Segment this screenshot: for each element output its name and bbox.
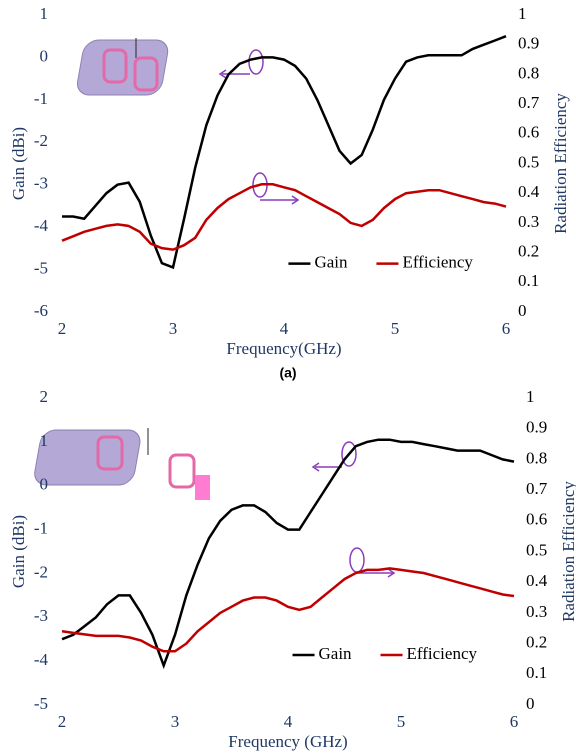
y2-tick-label: 0.9: [526, 418, 547, 437]
legend-label: Efficiency: [407, 644, 478, 663]
y2-tick-label: 0.2: [518, 242, 539, 261]
y2-tick-label: 0.2: [526, 633, 547, 652]
y2-tick-label: 0.1: [526, 663, 547, 682]
y-tick-label: -5: [34, 258, 48, 277]
y2-tick-label: 0.6: [518, 123, 539, 142]
x-tick-label: 3: [171, 712, 180, 731]
y2-axis-label: Radiation Efficiency: [551, 93, 570, 234]
y2-tick-label: 0.1: [518, 271, 539, 290]
x-axis-label: Frequency(GHz): [226, 339, 341, 358]
x-tick-label: 5: [391, 319, 400, 338]
y-tick-label: -5: [34, 694, 48, 713]
x-axis-label: Frequency (GHz): [228, 732, 347, 751]
y2-tick-label: 0.5: [518, 152, 539, 171]
y-tick-label: -4: [34, 650, 49, 669]
series-line: [62, 568, 514, 651]
x-tick-label: 2: [58, 319, 67, 338]
antenna-inset: [32, 428, 210, 500]
y2-tick-label: 1: [518, 4, 527, 23]
y2-tick-label: 0.7: [518, 93, 540, 112]
y-tick-label: 2: [40, 387, 49, 406]
series-line: [62, 184, 506, 249]
y-tick-label: 0: [40, 475, 49, 494]
y2-tick-label: 0.3: [526, 602, 547, 621]
y-tick-label: -2: [34, 562, 48, 581]
x-tick-label: 3: [169, 319, 178, 338]
legend-label: Efficiency: [402, 252, 473, 271]
y2-tick-label: 0.4: [518, 182, 540, 201]
y2-tick-label: 0.9: [518, 34, 539, 53]
y-tick-label: -4: [34, 216, 49, 235]
y-tick-label: 1: [40, 4, 49, 23]
y2-axis-label: Radiation Efficiency: [559, 481, 576, 622]
y-axis-label: Gain (dBi): [9, 127, 28, 200]
antenna-inset: [75, 38, 170, 95]
caption: (a): [279, 365, 296, 381]
x-tick-label: 4: [284, 712, 293, 731]
y2-tick-label: 0.8: [518, 63, 539, 82]
x-tick-label: 2: [58, 712, 67, 731]
x-tick-label: 6: [502, 319, 511, 338]
y2-tick-label: 0.8: [526, 448, 547, 467]
y2-tick-label: 0.7: [526, 479, 548, 498]
y2-tick-label: 0.4: [526, 571, 548, 590]
y-tick-label: -1: [34, 89, 48, 108]
y-tick-label: 1: [40, 431, 49, 450]
y-tick-label: -1: [34, 518, 48, 537]
legend-label: Gain: [314, 252, 348, 271]
y2-tick-label: 0: [526, 694, 535, 713]
y-tick-label: -2: [34, 131, 48, 150]
annotation: [220, 50, 394, 577]
figure: 1 0 -1 -2 -3 -4 -5 -6 1 0.9 0.8 0.7 0.6 0.5 0.4 0.3 0.2 0…: [0, 0, 576, 756]
y-tick-label: -3: [34, 606, 48, 625]
y-tick-label: 0: [40, 46, 49, 65]
y-tick-label: -3: [34, 174, 48, 193]
y2-tick-label: 0.3: [518, 212, 539, 231]
y2-tick-label: 0: [518, 301, 527, 320]
legend-label: Gain: [319, 644, 353, 663]
x-tick-label: 5: [397, 712, 406, 731]
y2-tick-label: 0.5: [526, 540, 547, 559]
y-axis-label: Gain (dBi): [9, 515, 28, 588]
y-tick-label: -6: [34, 301, 48, 320]
x-tick-label: 6: [510, 712, 519, 731]
x-tick-label: 4: [280, 319, 289, 338]
y2-tick-label: 1: [526, 387, 535, 406]
y2-tick-label: 0.6: [526, 510, 547, 529]
